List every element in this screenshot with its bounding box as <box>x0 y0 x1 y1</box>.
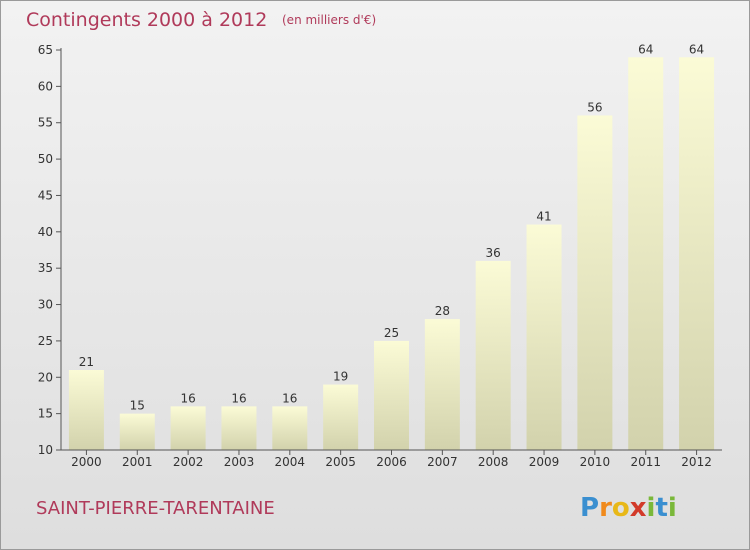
bar <box>119 413 155 450</box>
bar-value-label: 15 <box>130 399 145 413</box>
y-tick-label: 55 <box>38 116 53 130</box>
bar-value-label: 25 <box>384 326 399 340</box>
bar-value-label: 16 <box>231 391 246 405</box>
x-tick-label: 2004 <box>275 455 306 469</box>
y-tick-label: 35 <box>38 261 53 275</box>
y-tick-label: 40 <box>38 225 53 239</box>
bar <box>424 319 460 450</box>
bar-value-label: 56 <box>587 100 602 114</box>
bar-value-label: 28 <box>435 304 450 318</box>
x-tick-label: 2009 <box>529 455 560 469</box>
bar <box>221 406 257 450</box>
chart-title: Contingents 2000 à 2012 <box>26 9 267 31</box>
logo-letter: o <box>612 493 630 523</box>
bar-value-label: 16 <box>282 391 297 405</box>
bar-value-label: 41 <box>536 210 551 224</box>
x-tick-label: 2003 <box>224 455 255 469</box>
bar-value-label: 64 <box>689 42 704 56</box>
logo-letter: i <box>647 493 656 523</box>
x-tick-label: 2010 <box>580 455 611 469</box>
bar <box>170 406 206 450</box>
place-name: SAINT-PIERRE-TARENTAINE <box>36 498 275 519</box>
bar-value-label: 36 <box>486 246 501 260</box>
bar <box>526 224 562 450</box>
bar-value-label: 21 <box>79 355 94 369</box>
x-tick-label: 2000 <box>71 455 102 469</box>
bar <box>475 260 511 450</box>
logo-letter: t <box>655 493 667 523</box>
bar-value-label: 64 <box>638 42 653 56</box>
y-tick-label: 15 <box>38 407 53 421</box>
bar <box>68 370 104 450</box>
logo-letter: x <box>630 493 647 523</box>
logo-letter: i <box>668 493 677 523</box>
x-axis: 2000 2001 2002 2003 2004 2005 2006 2007 2008 2009… <box>61 449 722 469</box>
bar <box>679 57 715 450</box>
x-tick-label: 2005 <box>325 455 356 469</box>
bar-value-label: 16 <box>180 391 195 405</box>
bar <box>323 384 359 450</box>
x-tick-label: 2008 <box>478 455 509 469</box>
y-tick-label: 30 <box>38 298 53 312</box>
y-tick-label: 20 <box>38 370 53 384</box>
bar <box>577 115 613 451</box>
y-tick-label: 25 <box>38 334 53 348</box>
bar <box>272 406 308 450</box>
y-tick-label: 10 <box>38 443 53 457</box>
bar <box>374 340 409 450</box>
x-tick-label: 2012 <box>681 455 712 469</box>
y-tick-label: 60 <box>38 79 53 93</box>
x-tick-label: 2001 <box>122 455 153 469</box>
bars: 21 15 16 16 16 19 25 28 36 41 56 64 64 <box>68 42 715 451</box>
y-tick-label: 65 <box>38 43 53 57</box>
x-tick-label: 2007 <box>427 455 458 469</box>
bar-value-label: 19 <box>333 370 348 384</box>
logo-letter: r <box>599 493 612 523</box>
logo-letter: P <box>580 493 599 523</box>
chart-subtitle: (en milliers d'€) <box>282 13 376 27</box>
bar <box>628 57 664 450</box>
proxiti-logo: Proxiti <box>580 493 677 523</box>
y-axis: 10 15 20 25 30 35 40 45 50 55 60 65 <box>38 43 62 457</box>
y-tick-label: 50 <box>38 152 53 166</box>
x-tick-label: 2006 <box>376 455 407 469</box>
y-tick-label: 45 <box>38 188 53 202</box>
x-tick-label: 2002 <box>173 455 204 469</box>
x-tick-label: 2011 <box>630 455 661 469</box>
